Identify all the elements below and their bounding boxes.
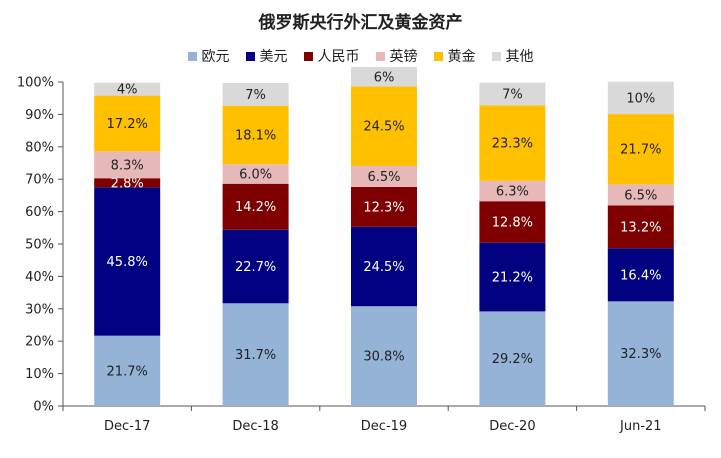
bar-segment: [351, 226, 417, 307]
x-tick-label: Dec-17: [104, 419, 150, 434]
bar-segment: [351, 86, 417, 166]
data-label: 24.5%: [363, 120, 404, 135]
bar-segment: [607, 248, 674, 302]
y-tick-label: 60%: [25, 205, 54, 220]
bar-segment: [479, 105, 546, 181]
legend-swatch: [303, 51, 313, 61]
data-label: 16.4%: [620, 268, 661, 283]
y-tick-label: 40%: [25, 270, 54, 285]
legend-item: 黄金: [433, 46, 476, 66]
data-label: 12.3%: [363, 200, 404, 215]
bar-segment: [607, 114, 674, 185]
bar-segment: [222, 82, 289, 106]
legend-swatch: [375, 51, 385, 61]
data-label: 22.7%: [235, 260, 276, 275]
y-tick-label: 10%: [25, 367, 54, 382]
data-label: 18.1%: [235, 128, 276, 143]
chart-title: 俄罗斯央行外汇及黄金资产: [258, 13, 463, 33]
data-label: 6.0%: [239, 168, 272, 183]
legend-swatch: [433, 51, 443, 61]
data-label: 23.3%: [492, 137, 533, 152]
data-label: 21.7%: [620, 143, 661, 158]
y-tick-label: 30%: [25, 302, 54, 317]
bar-segment: [351, 67, 417, 87]
bar-segment: [222, 164, 289, 184]
data-label: 7%: [502, 87, 523, 102]
legend-swatch: [491, 51, 501, 61]
data-label: 31.7%: [235, 348, 276, 363]
legend: 欧元 美元 人民币 英镑 黄金 其他: [0, 46, 721, 66]
data-label: 14.2%: [235, 200, 276, 215]
data-label: 13.2%: [620, 220, 661, 235]
legend-label: 英镑: [389, 49, 418, 65]
legend-label: 欧元: [201, 49, 230, 65]
bar-segment: [222, 183, 289, 230]
legend-label: 黄金: [447, 49, 476, 65]
legend-label: 人民币: [317, 49, 360, 65]
y-tick-label: 0%: [33, 400, 54, 415]
bar-segment: [607, 205, 674, 249]
data-label: 7%: [245, 88, 266, 103]
bar-segment: [94, 187, 161, 336]
data-label: 8.3%: [111, 158, 144, 173]
data-label: 12.8%: [492, 215, 533, 230]
bar-segment: [351, 186, 417, 227]
bar-segment: [94, 95, 161, 152]
data-label: 6.5%: [367, 170, 400, 185]
bar-segment: [607, 184, 674, 206]
x-tick-label: Dec-19: [361, 419, 407, 434]
bar-segment: [222, 105, 289, 165]
data-label: 4%: [117, 83, 138, 98]
x-tick-label: Dec-20: [489, 419, 535, 434]
bar-segment: [351, 306, 417, 406]
legend-swatch: [187, 51, 197, 61]
data-label: 21.7%: [107, 364, 148, 379]
bar-segment: [479, 242, 546, 312]
legend-item: 人民币: [303, 46, 360, 66]
bar-segment: [94, 178, 161, 188]
y-tick-label: 100%: [17, 76, 54, 91]
legend-label: 其他: [505, 49, 534, 65]
legend-label: 美元: [259, 49, 288, 65]
data-label: 30.8%: [363, 350, 404, 365]
bar-segment: [94, 151, 161, 179]
bar-segment: [607, 301, 674, 406]
data-label: 17.2%: [107, 117, 148, 132]
x-tick-label: Dec-18: [232, 419, 278, 434]
bar-segment: [607, 81, 674, 115]
y-tick-label: 70%: [25, 173, 54, 188]
legend-swatch: [245, 51, 255, 61]
bar-segment: [479, 201, 546, 243]
bar-segment: [479, 82, 546, 106]
bar-segment: [351, 165, 417, 187]
legend-item: 英镑: [375, 46, 418, 66]
data-label: 10%: [626, 91, 655, 106]
data-label: 6%: [374, 70, 395, 85]
data-label: 29.2%: [492, 352, 533, 367]
y-tick-label: 80%: [25, 140, 54, 155]
y-tick-label: 90%: [25, 108, 54, 123]
data-label: 2.8%: [111, 176, 144, 191]
legend-item: 美元: [245, 46, 288, 66]
bar-segment: [479, 180, 546, 202]
data-label: 45.8%: [107, 255, 148, 270]
data-label: 24.5%: [363, 260, 404, 275]
bar-segment: [94, 335, 161, 406]
bar-segment: [94, 82, 161, 96]
y-tick-label: 50%: [25, 238, 54, 253]
y-tick-label: 20%: [25, 335, 54, 350]
data-label: 21.2%: [492, 271, 533, 286]
bar-segment: [479, 311, 546, 406]
x-tick-label: Jun-21: [619, 419, 662, 434]
legend-item: 欧元: [187, 46, 230, 66]
bar-segment: [222, 229, 289, 304]
legend-item: 其他: [491, 46, 534, 66]
bar-segment: [222, 303, 289, 406]
data-label: 6.3%: [496, 185, 529, 200]
data-label: 32.3%: [620, 347, 661, 362]
data-label: 6.5%: [624, 188, 657, 203]
